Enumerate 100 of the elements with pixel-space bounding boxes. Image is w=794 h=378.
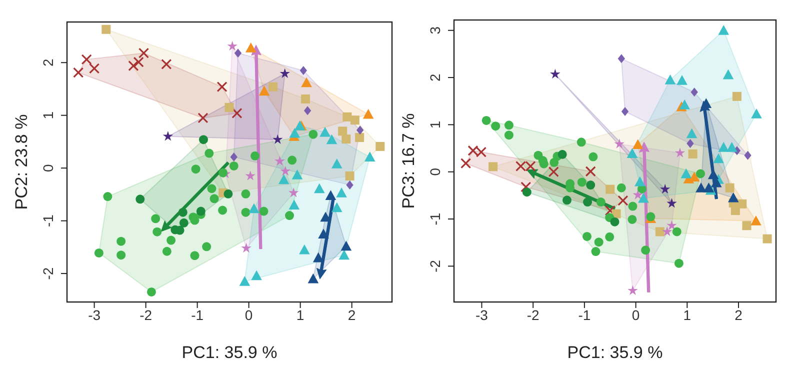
point <box>674 258 684 268</box>
point <box>596 198 606 207</box>
point <box>152 227 162 236</box>
point <box>245 170 256 180</box>
point <box>190 251 200 260</box>
point <box>708 169 719 180</box>
point <box>662 226 672 236</box>
point <box>634 176 646 186</box>
point <box>696 182 706 192</box>
point <box>314 183 325 194</box>
point <box>304 106 312 116</box>
point <box>280 166 291 176</box>
point <box>338 250 350 260</box>
point <box>178 208 188 217</box>
x-tick-label: -3 <box>476 306 488 323</box>
point <box>326 134 338 144</box>
point <box>288 156 297 165</box>
point <box>577 178 586 187</box>
point <box>520 182 532 192</box>
point <box>136 194 145 204</box>
point <box>676 74 688 85</box>
point <box>342 134 351 144</box>
point <box>218 206 228 215</box>
point <box>522 188 532 197</box>
point <box>229 161 238 170</box>
point <box>730 206 740 216</box>
point <box>732 92 742 101</box>
point <box>751 108 762 118</box>
point <box>299 244 310 254</box>
point <box>594 238 604 247</box>
point <box>241 208 250 217</box>
point <box>289 128 300 138</box>
point <box>376 142 385 151</box>
point <box>696 169 706 178</box>
point <box>239 276 250 286</box>
point <box>89 63 100 74</box>
point <box>320 126 330 137</box>
y-tick-label: 1 <box>40 111 56 120</box>
point <box>292 170 303 180</box>
point <box>210 194 219 204</box>
point <box>664 74 676 84</box>
point <box>686 139 694 148</box>
point <box>198 112 208 124</box>
point <box>162 131 174 141</box>
x-tick-label: 2 <box>734 306 743 323</box>
point <box>308 130 318 139</box>
point <box>628 202 638 211</box>
point <box>742 221 752 230</box>
y-axis-title: PC3: 16.7 % <box>399 113 418 209</box>
point <box>666 198 677 208</box>
point <box>218 168 228 178</box>
point <box>162 246 172 256</box>
point <box>362 108 374 119</box>
point <box>562 196 572 205</box>
point <box>350 116 360 125</box>
point <box>81 54 92 65</box>
point <box>338 126 348 136</box>
point <box>301 77 312 88</box>
point <box>340 240 352 251</box>
point <box>688 149 698 158</box>
point <box>280 68 290 78</box>
point <box>750 215 762 226</box>
point <box>722 69 734 80</box>
point <box>700 98 712 108</box>
point <box>232 108 242 119</box>
point <box>586 180 596 190</box>
y-tick-label: -2 <box>40 267 56 280</box>
point <box>550 158 559 167</box>
point <box>628 214 637 224</box>
point <box>259 206 268 216</box>
point <box>680 168 692 178</box>
point <box>342 112 352 122</box>
point <box>728 192 739 202</box>
y-tick-label: 3 <box>427 26 443 34</box>
point <box>318 228 329 238</box>
point <box>198 135 208 144</box>
point <box>638 192 649 203</box>
x-tick-label: 0 <box>244 306 253 323</box>
point <box>666 220 677 230</box>
point <box>230 152 238 162</box>
point <box>618 195 628 206</box>
point <box>632 139 644 149</box>
point <box>674 148 686 158</box>
x-tick-label: 0 <box>632 306 640 323</box>
point <box>718 24 730 35</box>
point <box>202 242 212 252</box>
point <box>641 246 650 255</box>
y-tick-label: 2 <box>427 73 443 82</box>
point <box>504 130 514 140</box>
point <box>621 106 629 116</box>
y-tick-label: 2 <box>40 58 56 66</box>
point <box>504 120 514 130</box>
point <box>576 138 586 147</box>
point <box>632 190 643 200</box>
point <box>251 270 262 280</box>
point <box>713 153 724 164</box>
point <box>345 171 354 180</box>
point <box>204 148 214 158</box>
y-tick-label: -2 <box>427 260 443 272</box>
point <box>268 82 278 92</box>
